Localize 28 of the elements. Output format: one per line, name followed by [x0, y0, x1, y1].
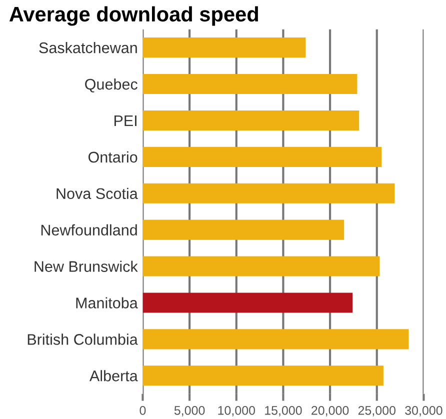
bar [142, 183, 395, 204]
bar [142, 329, 409, 350]
bar [142, 146, 382, 167]
x-tick-label: 10,000 [218, 406, 256, 416]
x-tick-label: 0 [140, 406, 146, 415]
y-tick-label: Nova Scotia [56, 188, 138, 200]
x-tick-label: 30,000 [405, 406, 442, 416]
y-tick-label: New Brunswick [34, 260, 138, 272]
bar [142, 38, 306, 58]
x-tick-label: 15,000 [265, 406, 302, 416]
y-tick-label: Alberta [89, 370, 138, 382]
bar [142, 110, 360, 130]
y-tick-label: Ontario [88, 151, 138, 163]
y-tick-label: Saskatchewan [39, 42, 137, 54]
bar [142, 366, 384, 386]
y-tick-label: Newfoundland [41, 224, 137, 236]
x-tick-label: 20,000 [312, 406, 349, 416]
x-tick-label: 5,000 [174, 406, 205, 416]
y-tick-label: British Columbia [28, 334, 138, 345]
bar [142, 256, 380, 276]
y-tick-label: PEI [114, 115, 136, 126]
bar [142, 292, 353, 313]
chart-title: Average download speed [9, 6, 258, 26]
y-tick-label: Quebec [85, 78, 138, 92]
bar [142, 74, 358, 94]
x-tick-label: 25,000 [358, 406, 396, 416]
bar [142, 220, 344, 240]
y-tick-label: Manitoba [76, 297, 138, 308]
